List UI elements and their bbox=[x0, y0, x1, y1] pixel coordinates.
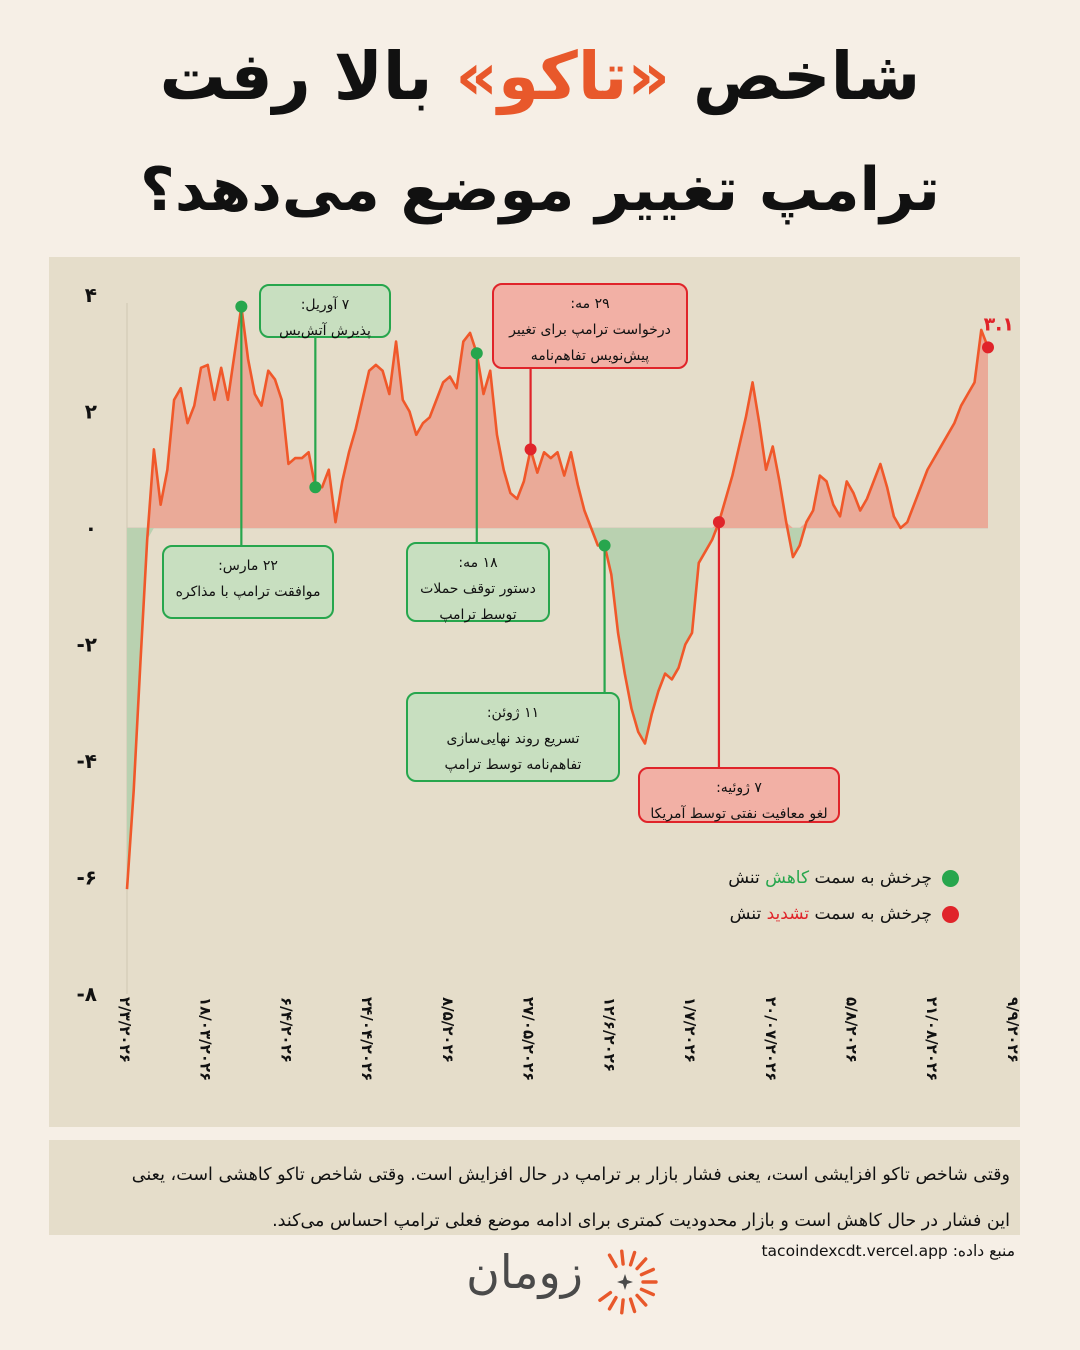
y-tick-label: ۴ bbox=[85, 283, 97, 307]
logo-ray bbox=[607, 1253, 618, 1269]
data-source: منبع داده: tacoindexcdt.vercel.app bbox=[761, 1242, 1015, 1260]
event-description: پیش‌نویس تفاهم‌نامه bbox=[530, 348, 650, 364]
logo-ray bbox=[639, 1267, 656, 1277]
legend-item-green: چرخش به سمت کاهش تنش bbox=[728, 868, 959, 888]
brand-logo: زومان bbox=[415, 1245, 665, 1320]
event-annotation-box: ۷ آوریل: پذیرش آتش‌بس bbox=[259, 284, 391, 339]
event-description: توسط ترامپ bbox=[439, 607, 517, 623]
logo-ray bbox=[635, 1293, 648, 1307]
x-tick-label: ۲/۳/۲۰۲۶ bbox=[116, 997, 134, 1063]
event-marker-green bbox=[470, 347, 483, 360]
logo-ray bbox=[620, 1249, 625, 1266]
event-annotation-box: ۲۲ مارس: موافقت ترامپ با مذاکره bbox=[162, 545, 334, 619]
logo-ray bbox=[635, 1257, 648, 1271]
footnote-line-1: وقتی شاخص تاکو افزایشی است، یعنی فشار با… bbox=[131, 1165, 1010, 1185]
event-annotation-box: ۱۸ مه: دستور توقف حملات توسط ترامپ bbox=[406, 542, 550, 623]
event-date: ۱۸ مه: bbox=[458, 555, 498, 571]
logo-ray bbox=[639, 1287, 656, 1297]
event-marker-green bbox=[598, 539, 611, 552]
event-annotation-box: ۱۱ ژوئن: تسریع روند نهایی‌سازی تفاهم‌نامه … bbox=[406, 692, 620, 782]
x-tick-label: ۲۰/۰۷/۲۰۲۶ bbox=[762, 997, 780, 1081]
x-tick-label: ۶/۴/۲۰۲۶ bbox=[277, 997, 295, 1063]
event-marker-green bbox=[235, 300, 248, 313]
logo-ray bbox=[628, 1250, 637, 1267]
title-accent-text: «تاکو» bbox=[455, 38, 671, 115]
y-tick-label: ۲ bbox=[85, 400, 97, 424]
legend-dot-red bbox=[942, 905, 959, 923]
last-value-marker bbox=[982, 341, 994, 354]
event-date: ۲۲ مارس: bbox=[218, 558, 278, 574]
legend-text-end: تنش bbox=[728, 868, 766, 888]
logo-ray bbox=[620, 1298, 625, 1315]
event-annotation-box: ۷ ژوئیه: لغو معافیت نفتی توسط آمریکا bbox=[638, 767, 840, 823]
logo-ray bbox=[598, 1290, 613, 1302]
x-tick-label: ۱/۷/۲۰۲۶ bbox=[681, 997, 699, 1063]
y-tick-label: ۰ bbox=[85, 516, 97, 540]
page-title-line-2: ترامپ تغییر موضع می‌دهد؟ bbox=[140, 155, 940, 225]
logo-ray bbox=[628, 1297, 637, 1314]
legend-text-end: تنش bbox=[729, 904, 767, 924]
event-marker-red bbox=[524, 443, 537, 456]
last-value-label: ۳.۱ bbox=[984, 313, 1014, 335]
legend-text: چرخش به سمت bbox=[809, 868, 932, 888]
legend-item-red: چرخش به سمت تشدید تنش bbox=[730, 904, 959, 924]
event-description: لغو معافیت نفتی توسط آمریکا bbox=[650, 806, 828, 822]
event-annotation-box: ۲۹ مه: درخواست ترامپ برای تغییر پیش‌نویس ت… bbox=[492, 283, 688, 369]
event-description: تفاهم‌نامه توسط ترامپ bbox=[444, 757, 582, 773]
x-tick-label: ۵/۸/۲۰۲۶ bbox=[842, 997, 860, 1063]
title-text-end: بالا رفت bbox=[159, 38, 456, 115]
event-date: ۷ آوریل: bbox=[300, 297, 350, 313]
footnote: وقتی شاخص تاکو افزایشی است، یعنی فشار با… bbox=[49, 1140, 1020, 1235]
event-description: تسریع روند نهایی‌سازی bbox=[446, 731, 580, 747]
legend-dot-green bbox=[942, 869, 959, 887]
taco-index-chart: ۴ ۲ ۰ -۲ -۴ -۶ -۸ ۳.۱ ۲/۳/۲۰۲۶ ۱۸/۰۳/۲۰۲۶ ۶/۴/۲۰۲… bbox=[76, 283, 1020, 1081]
page-title-line-1: شاخص «تاکو» بالا رفت bbox=[0, 38, 1080, 115]
x-tick-label: ۲۷/۰۵/۲۰۲۶ bbox=[520, 997, 538, 1081]
event-description: پذیرش آتش‌بس bbox=[279, 323, 371, 339]
x-tick-label: ۲۴/۰۴/۲۰۲۶ bbox=[358, 997, 376, 1081]
event-date: ۷ ژوئیه: bbox=[716, 780, 762, 796]
event-marker-green bbox=[309, 481, 322, 494]
positive-area bbox=[127, 306, 988, 528]
y-tick-label: -۴ bbox=[76, 749, 97, 773]
chart-panel: ۴ ۲ ۰ -۲ -۴ -۶ -۸ ۳.۱ ۲/۳/۲۰۲۶ ۱۸/۰۳/۲۰۲۶ ۶/۴/۲۰۲… bbox=[49, 257, 1020, 1127]
event-description: موافقت ترامپ با مذاکره bbox=[175, 584, 321, 600]
event-description: دستور توقف حملات bbox=[420, 581, 536, 597]
legend-text: چرخش به سمت bbox=[809, 904, 932, 924]
logo-ray bbox=[607, 1295, 618, 1311]
brand-name: زومان bbox=[466, 1245, 583, 1299]
x-tick-label: ۹/۹/۲۰۲۶ bbox=[1004, 997, 1020, 1063]
y-tick-label: -۶ bbox=[76, 866, 97, 890]
event-date: ۲۹ مه: bbox=[570, 296, 610, 312]
y-tick-label: -۲ bbox=[76, 633, 97, 657]
taco-index-line bbox=[125, 305, 990, 890]
event-marker-red bbox=[712, 516, 725, 529]
legend-highlight: تشدید bbox=[766, 904, 810, 924]
x-tick-label: ۸/۵/۲۰۲۶ bbox=[439, 997, 457, 1063]
footnote-line-2: این فشار در حال کاهش است و بازار محدودیت… bbox=[272, 1211, 1010, 1231]
y-tick-label: -۸ bbox=[76, 982, 97, 1006]
x-tick-label: ۱۸/۰۳/۲۰۲۶ bbox=[197, 997, 215, 1081]
event-date: ۱۱ ژوئن: bbox=[486, 705, 540, 721]
legend-highlight: کاهش bbox=[765, 868, 810, 888]
sun-logo-icon bbox=[598, 1249, 658, 1315]
x-tick-label: ۱۲/۶/۲۰۲۶ bbox=[600, 997, 618, 1072]
x-tick-label: ۲۱/۰۸/۲۰۲۶ bbox=[923, 997, 941, 1081]
event-description: درخواست ترامپ برای تغییر bbox=[509, 322, 671, 338]
title-text: شاخص bbox=[670, 38, 921, 115]
